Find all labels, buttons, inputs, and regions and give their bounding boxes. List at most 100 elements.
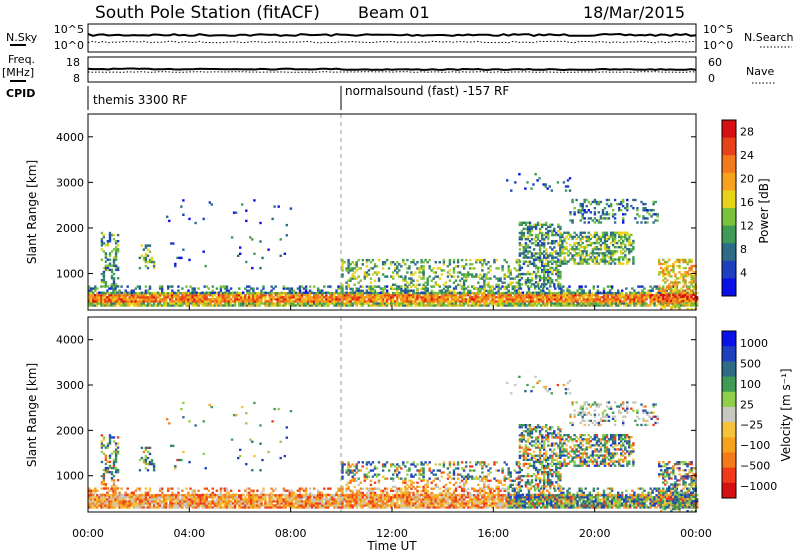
power-cell <box>250 302 253 305</box>
power-cell <box>679 302 683 305</box>
power-cell <box>471 273 474 276</box>
power-cell <box>199 292 202 295</box>
power-cell <box>547 233 550 237</box>
power-cell <box>618 202 621 206</box>
power-cell <box>365 261 369 264</box>
power-cell <box>438 296 441 299</box>
power-cell <box>377 258 381 262</box>
power-cell <box>144 254 148 257</box>
power-cell <box>551 281 554 284</box>
velocity-cell <box>238 494 241 497</box>
power-cell <box>685 300 689 303</box>
power-colorbar-swatch <box>722 243 736 262</box>
velocity-cell <box>290 496 294 499</box>
power-cell <box>622 198 625 202</box>
power-cell <box>369 298 373 301</box>
velocity-cell <box>343 504 346 507</box>
power-colorbar-tick-label: 28 <box>740 126 754 139</box>
power-cell <box>564 185 568 188</box>
power-cell <box>593 217 597 220</box>
power-cell <box>420 287 423 291</box>
power-cell <box>258 294 261 297</box>
power-cell <box>406 289 409 293</box>
power-cell <box>489 277 492 280</box>
power-cell <box>524 221 528 224</box>
power-cell <box>112 292 115 295</box>
power-cell <box>308 294 312 297</box>
power-cell <box>592 302 595 305</box>
power-cell <box>278 292 281 295</box>
power-cell <box>686 262 689 266</box>
power-cell <box>96 287 99 290</box>
power-cell <box>493 300 496 303</box>
velocity-cell <box>118 496 121 499</box>
nave-label: Nave <box>746 65 774 78</box>
power-cell <box>110 287 113 290</box>
velocity-cell <box>104 500 107 503</box>
velocity-cell <box>308 496 312 499</box>
power-cell <box>538 227 542 231</box>
power-cell <box>373 294 377 297</box>
power-cell <box>385 258 389 262</box>
power-cell <box>495 277 498 280</box>
power-cell <box>584 298 587 301</box>
velocity-cell <box>118 498 121 501</box>
power-cell <box>114 242 118 245</box>
power-cell <box>349 279 352 282</box>
power-cell <box>363 302 366 305</box>
power-cell <box>645 292 648 295</box>
power-cell <box>458 291 462 294</box>
power-cell <box>175 304 178 307</box>
power-cell <box>528 260 532 263</box>
velocity-cell <box>315 500 318 503</box>
velocity-cell <box>126 500 129 503</box>
power-cell <box>100 304 103 307</box>
power-cell <box>581 213 584 216</box>
power-cell <box>150 292 154 295</box>
velocity-cell <box>341 494 344 497</box>
power-cell <box>418 294 421 297</box>
velocity-cell <box>325 506 328 509</box>
power-cell <box>629 291 632 294</box>
power-cell <box>412 261 415 264</box>
velocity-cell <box>207 506 210 509</box>
power-cell <box>438 277 441 280</box>
power-cell <box>242 298 245 301</box>
power-cell <box>534 235 538 239</box>
power-cell <box>547 242 550 245</box>
power-cell <box>454 279 458 282</box>
power-cell <box>481 263 484 266</box>
power-cell <box>623 296 626 299</box>
power-cell <box>302 287 306 290</box>
power-cell <box>248 294 251 297</box>
power-cell <box>547 238 550 241</box>
power-cell <box>94 289 97 292</box>
power-cell <box>558 298 561 301</box>
power-cell <box>193 304 196 307</box>
power-cell <box>377 296 381 299</box>
power-cell <box>625 294 628 297</box>
power-cell <box>302 291 306 294</box>
power-cell <box>396 261 399 264</box>
power-cell <box>298 291 302 294</box>
power-cell <box>396 265 399 268</box>
power-cell <box>518 231 522 235</box>
power-cell <box>238 292 241 295</box>
velocity-cell <box>187 498 190 501</box>
power-cell <box>545 248 548 251</box>
power-cell <box>94 287 97 290</box>
power-cell <box>377 302 381 305</box>
power-cell <box>450 291 454 294</box>
power-cell <box>487 261 490 264</box>
velocity-cell <box>278 504 281 507</box>
velocity-cell <box>306 498 310 501</box>
power-cell <box>341 258 344 262</box>
power-cell <box>662 301 665 305</box>
power-cell <box>102 296 105 299</box>
power-cell <box>120 300 123 303</box>
power-cell <box>511 281 514 284</box>
power-cell <box>505 294 508 297</box>
power-cell <box>619 302 622 305</box>
power-cell <box>422 261 425 264</box>
power-cell <box>557 283 560 286</box>
